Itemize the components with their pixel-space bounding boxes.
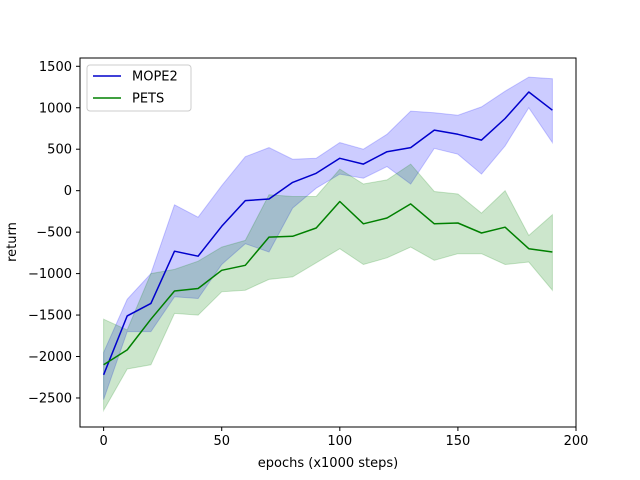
x-tick-label: 100 (327, 434, 352, 449)
band-mope2 (103, 76, 553, 400)
x-axis-ticks: 0 50 100 150 200 (99, 427, 588, 449)
legend-label-mope2: MOPE2 (132, 70, 178, 85)
y-tick-label: 0 (64, 184, 72, 199)
y-tick-label: 1000 (39, 101, 72, 116)
x-tick-label: 200 (564, 434, 589, 449)
x-tick-label: 150 (445, 434, 470, 449)
band-pets (103, 163, 553, 413)
y-tick-label: −1000 (28, 267, 72, 282)
confidence-bands (103, 76, 553, 413)
y-tick-label: −1500 (28, 309, 72, 324)
y-axis-ticks: −2500 −2000 −1500 −1000 −500 0 500 1000 1500 (28, 60, 80, 406)
x-tick-label: 50 (213, 434, 230, 449)
x-tick-label: 0 (99, 434, 107, 449)
y-tick-label: −2500 (28, 391, 72, 406)
legend: MOPE2 PETS (86, 64, 192, 112)
series-lines (102, 91, 553, 376)
y-tick-label: 1500 (39, 60, 72, 75)
y-tick-label: −2000 (28, 350, 72, 365)
legend-label-pets: PETS (132, 92, 164, 107)
line-mope2 (102, 91, 553, 376)
y-tick-label: 500 (47, 143, 72, 158)
plot-frame (79, 57, 577, 428)
y-axis-label: return (5, 222, 20, 262)
line-pets (103, 200, 553, 366)
x-axis-label: epochs (x1000 steps) (258, 456, 398, 471)
y-tick-label: −500 (36, 226, 72, 241)
